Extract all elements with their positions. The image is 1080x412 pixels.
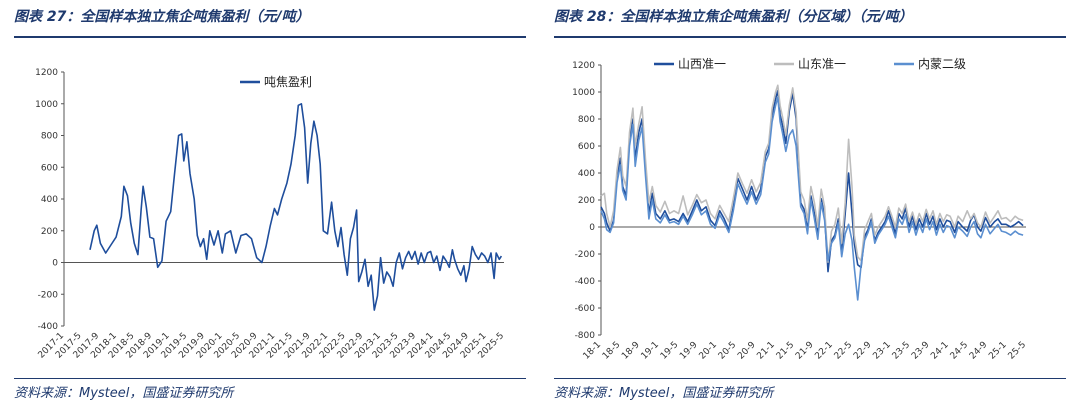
x-tick-label: 23-9 (910, 340, 932, 362)
x-tick-label: 18-5 (601, 340, 623, 362)
x-tick-label: 24-5 (949, 340, 971, 362)
y-tick-label: -200 (38, 290, 59, 300)
y-tick-label: 0 (52, 259, 58, 269)
series-line-1 (89, 103, 503, 311)
x-tick-label: 22-9 (852, 340, 874, 362)
y-tick-label: 1200 (35, 68, 58, 78)
series-line-1 (600, 89, 1024, 273)
y-tick-label: 800 (41, 132, 58, 142)
series-line-3 (600, 96, 1024, 301)
figure-28-top-rule (554, 36, 1066, 38)
y-tick-label: -600 (575, 304, 596, 314)
figure-28-title: 图表 28：全国样本独立焦企吨焦盈利（分区域）（元/吨） (554, 9, 913, 25)
legend-label-3: 内蒙二级 (918, 57, 966, 71)
x-tick-label: 22-1 (813, 340, 835, 362)
y-tick-label: 400 (41, 195, 58, 205)
y-tick-label: 1000 (572, 88, 595, 98)
profit-line-chart: -400-2000200400600800100012002017-12017-… (35, 68, 506, 361)
y-tick-label: 0 (589, 223, 595, 233)
figure-28-bottom-rule (554, 378, 1066, 379)
x-tick-label: 20-1 (698, 340, 720, 362)
figure-27-panel: 图表 27：全国样本独立焦企吨焦盈利（元/吨） -400 -200 0 200 400 6… (14, 0, 526, 412)
x-tick-label: 25-5 (1007, 340, 1029, 362)
y-tick-label: -400 (38, 322, 59, 332)
x-tick-label: 23-1 (871, 340, 893, 362)
legend-label-2: 山东准一 (798, 57, 846, 71)
figure-28-panel: 图表 28：全国样本独立焦企吨焦盈利（分区域）（元/吨） -800 -600 -40… (554, 0, 1066, 412)
figure-28-source: 资料来源：Mysteel，国盛证券研究所 (554, 386, 774, 401)
x-tick-label: 24-1 (929, 340, 951, 362)
legend-label-1: 吨焦盈利 (264, 75, 312, 89)
figure-27-top-rule (14, 36, 526, 38)
y-tick-label: -400 (575, 277, 596, 287)
x-tick-label: 23-5 (891, 340, 913, 362)
y-tick-label: -800 (575, 331, 596, 341)
y-tick-label: 600 (578, 142, 595, 152)
x-tick-label: 22-5 (833, 340, 855, 362)
figure-27-source: 资料来源：Mysteel，国盛证券研究所 (14, 386, 234, 401)
x-tick-label: 21-9 (794, 340, 816, 362)
x-tick-label: 19-9 (678, 340, 700, 362)
x-tick-label: 25-1 (987, 340, 1009, 362)
series-line-2 (600, 84, 1024, 263)
x-tick-label: 18-1 (582, 340, 604, 362)
y-tick-label: 200 (578, 196, 595, 206)
x-tick-label: 19-5 (659, 340, 681, 362)
y-tick-label: 800 (578, 115, 595, 125)
y-tick-label: 1000 (35, 100, 58, 110)
x-tick-label: 24-9 (968, 340, 990, 362)
figure-27-title: 图表 27：全国样本独立焦企吨焦盈利（元/吨） (14, 9, 310, 25)
y-tick-label: 600 (41, 163, 58, 173)
x-tick-label: 18-9 (620, 340, 642, 362)
y-tick-label: 400 (578, 169, 595, 179)
x-tick-label: 19-1 (640, 340, 662, 362)
y-tick-label: 200 (41, 227, 58, 237)
x-tick-label: 20-9 (736, 340, 758, 362)
figure-27-bottom-rule (14, 378, 526, 379)
x-tick-label: 20-5 (717, 340, 739, 362)
legend-label-1: 山西准一 (678, 57, 726, 71)
y-tick-label: -200 (575, 250, 596, 260)
y-tick-label: 1200 (572, 61, 595, 71)
x-tick-label: 21-5 (775, 340, 797, 362)
x-tick-label: 21-1 (755, 340, 777, 362)
regional-profit-line-chart: -800 -600 -400 -200 0 200 400 600 800 1000 1200 18-… (572, 57, 1029, 362)
